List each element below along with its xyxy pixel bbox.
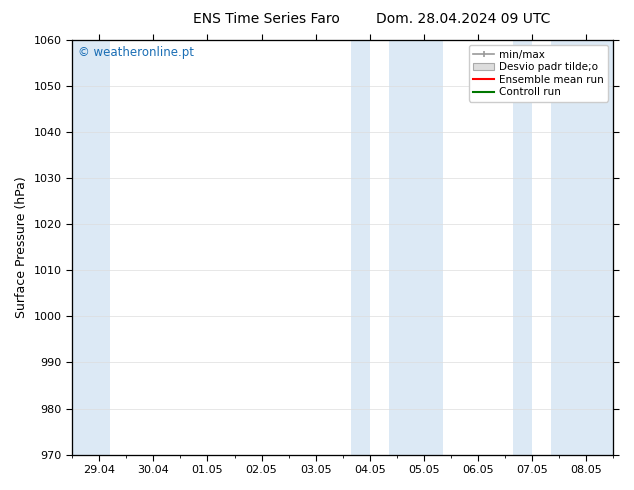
Text: Dom. 28.04.2024 09 UTC: Dom. 28.04.2024 09 UTC [375, 12, 550, 26]
Y-axis label: Surface Pressure (hPa): Surface Pressure (hPa) [15, 176, 28, 318]
Bar [551, 40, 614, 455]
Text: ENS Time Series Faro: ENS Time Series Faro [193, 12, 340, 26]
Bar [514, 40, 532, 455]
Legend: min/max, Desvio padr tilde;o, Ensemble mean run, Controll run: min/max, Desvio padr tilde;o, Ensemble m… [469, 46, 608, 101]
Text: © weatheronline.pt: © weatheronline.pt [77, 47, 193, 59]
Bar [351, 40, 370, 455]
Bar [389, 40, 443, 455]
Bar [72, 40, 110, 455]
